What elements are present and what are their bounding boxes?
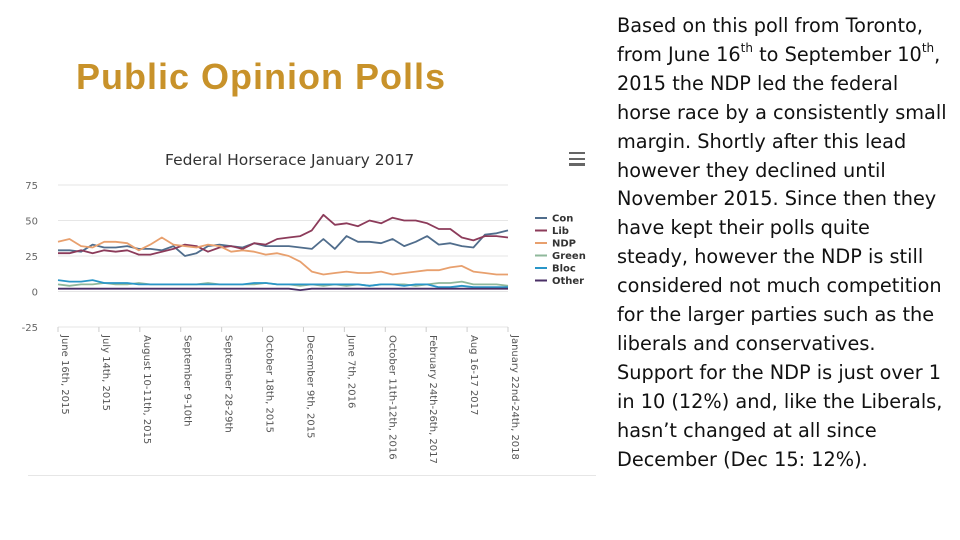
x-tick-label: July 14th, 2015	[100, 334, 111, 411]
superscript-th-1: th	[740, 41, 753, 56]
legend-item-ndp[interactable]: NDP	[535, 239, 576, 250]
legend-label: Green	[552, 251, 586, 262]
body-text: Based on this poll from Toronto, from Ju…	[617, 12, 947, 475]
chart-menu-icon[interactable]	[569, 152, 585, 166]
x-tick-label: September 28-29th	[223, 335, 234, 433]
chart-series-lines	[57, 213, 509, 292]
legend-label: Con	[552, 214, 573, 225]
y-tick-label: 75	[25, 181, 38, 192]
chart-grid	[58, 184, 508, 328]
legend-label: Lib	[552, 226, 569, 237]
legend-label: Bloc	[552, 264, 576, 275]
series-line-lib	[58, 213, 509, 256]
paragraph-1-part-c: , 2015 the NDP led the federal horse rac…	[617, 42, 947, 355]
paragraph-1-part-b: to September 10	[752, 42, 922, 66]
legend-item-bloc[interactable]: Bloc	[535, 264, 576, 275]
legend-item-lib[interactable]: Lib	[535, 226, 569, 237]
divider	[28, 475, 596, 476]
legend-label: NDP	[552, 239, 576, 250]
x-tick-label: October 11th-12th, 2016	[386, 335, 397, 460]
series-line-other	[58, 287, 508, 292]
paragraph-1-part-a: Based on this poll from Toronto, from Ju…	[617, 14, 923, 66]
x-tick-label: February 24th-26th, 2017	[427, 335, 438, 464]
x-tick-label: January 22nd-24th, 2018	[509, 334, 520, 460]
y-tick-label: -25	[22, 323, 38, 334]
legend-item-other[interactable]: Other	[535, 276, 584, 287]
series-line-ndp	[57, 236, 508, 276]
paragraph-1: Based on this poll from Toronto, from Ju…	[617, 12, 947, 359]
x-tick-label: June 7th, 2016	[345, 334, 356, 408]
legend-item-green[interactable]: Green	[535, 251, 586, 262]
poll-chart: Federal Horserace January 2017 -25 0 25 50 7…	[18, 140, 596, 476]
legend-item-con[interactable]: Con	[535, 214, 573, 225]
x-tick-label: October 18th, 2015	[264, 335, 275, 433]
x-tick-label: September 9-10th	[182, 335, 193, 426]
superscript-th-2: th	[921, 41, 935, 56]
slide-title: Public Opinion Polls	[76, 56, 447, 97]
series-line-bloc	[57, 279, 508, 289]
y-tick-label: 50	[25, 217, 38, 228]
y-tick-label: 25	[25, 252, 38, 263]
chart-title: Federal Horserace January 2017	[165, 151, 414, 169]
x-tick-label: August 10-11th, 2015	[141, 335, 152, 444]
x-tick-label: June 16th, 2015	[59, 334, 70, 415]
y-axis-ticks: -25 0 25 50 75	[22, 181, 38, 334]
paragraph-2: Support for the NDP is just over 1 in 10…	[617, 360, 943, 471]
y-tick-label: 0	[32, 288, 38, 299]
x-tick-label: December 9th, 2015	[304, 335, 315, 438]
x-axis-ticks: June 16th, 2015 July 14th, 2015 August 10-…	[57, 327, 520, 464]
legend-label: Other	[552, 276, 584, 287]
x-tick-label: Aug 16-17 2017	[468, 335, 479, 415]
chart-svg: Federal Horserace January 2017 -25 0 25 50 7…	[22, 151, 586, 464]
